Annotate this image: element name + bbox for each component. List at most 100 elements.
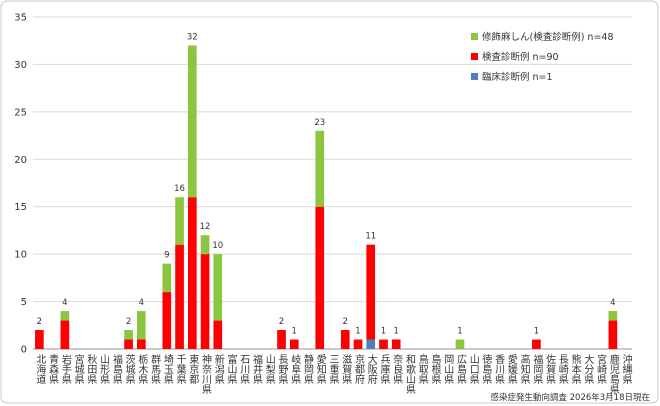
x-tick-label: 福岡県 [531,353,543,385]
total-label: 32 [187,32,198,42]
legend-label: 臨床診断例 n=1 [482,71,553,83]
x-tick-label: 高知県 [518,353,530,385]
total-label: 1 [457,327,462,337]
y-tick-label: 15 [14,202,27,213]
bar-segment [277,330,286,349]
x-tick-label: 長崎県 [556,354,568,385]
bar-segment [124,339,133,349]
bar-segment [213,254,223,321]
x-tick-label: 北海道 [34,354,46,384]
total-label: 2 [126,317,131,327]
total-label: 2 [37,317,42,327]
x-tick-label: 山梨県 [263,354,275,385]
x-tick-label: 大分県 [582,353,594,385]
x-tick-label: 愛媛県 [505,353,517,385]
x-tick-label: 兵庫県 [378,353,390,385]
source-note: 感染症発生動向調査 2026年3月18日現在 [490,392,650,403]
total-label: 10 [212,241,223,251]
total-label: 1 [381,327,386,337]
bar-segment [162,263,172,293]
x-tick-label: 滋賀県 [340,353,352,385]
total-label: 11 [365,232,376,242]
legend-label: 修飾麻しん(検査診断例) n=48 [482,31,614,43]
legend-label: 検査診断例 n=90 [482,51,559,63]
y-tick-label: 20 [14,155,27,166]
x-tick-label: 富山県 [225,353,237,385]
bar-segment [213,320,223,349]
bar-segment [608,320,618,349]
total-label: 9 [164,251,169,261]
bar-segment [60,311,70,321]
bar-segment [60,320,70,349]
x-tick-label: 千葉県 [174,354,186,385]
bar-segment [175,244,184,349]
total-label: 23 [314,118,325,128]
x-tick-label: 群馬県 [149,353,161,385]
x-tick-label: 茨城県 [123,353,135,385]
x-tick-label: 徳島県 [480,353,492,385]
y-tick-label: 0 [21,345,27,356]
x-tick-label: 沖縄県 [620,353,632,385]
x-tick-label: 石川県 [238,354,250,385]
total-label: 1 [534,327,539,337]
total-label: 4 [139,298,144,308]
x-tick-label: 福島県 [110,353,122,385]
x-tick-label: 秋田県 [85,353,97,385]
total-label: 1 [394,327,399,337]
x-tick-label: 新潟県 [212,353,224,385]
bar-segment [162,292,172,349]
x-tick-label: 熊本県 [569,353,581,385]
x-tick-label: 栃木県 [136,353,148,385]
total-label: 1 [292,327,297,337]
x-tick-label: 佐賀県 [544,354,556,385]
x-tick-label: 青森県 [47,353,59,385]
bar-segment [175,197,184,245]
bar-segment [315,206,325,349]
x-tick-label: 神奈川県 [200,353,212,395]
x-tick-label: 長野県 [276,354,288,385]
x-tick-label: 岡山県 [442,354,454,385]
x-tick-label: 埼玉県 [161,353,173,385]
x-tick-label: 鳥取県 [416,353,428,385]
legend-swatch [471,33,478,40]
bar-segment [532,339,541,349]
bar-segment [35,330,44,349]
total-label: 1 [355,327,360,337]
bar-segment [187,45,197,198]
total-label: 2 [279,317,284,327]
x-tick-label: 岩手県 [59,353,71,385]
bar-segment [200,254,210,349]
bar-segment [340,330,350,349]
x-tick-label: 奈良県 [391,353,403,385]
x-tick-label: 福井県 [251,353,263,385]
bar-segment [124,330,133,340]
x-tick-label: 愛知県 [314,353,326,385]
x-tick-label: 三重県 [327,354,339,385]
bar-segment [366,244,376,340]
x-tick-label: 東京都 [187,353,199,385]
x-tick-label: 山口県 [467,354,479,385]
total-label: 2 [343,317,348,327]
bar-segment [289,339,299,349]
x-tick-label: 和歌山県 [403,354,415,395]
x-tick-label: 広島県 [454,353,466,385]
bar-segment [455,339,465,349]
bar-segment [200,235,210,255]
bar-segment [187,197,197,349]
total-label: 4 [62,298,67,308]
x-tick-label: 京都府 [352,353,364,385]
x-tick-label: 香川県 [493,354,505,385]
bar-segment [608,311,618,321]
bar-segment [379,339,388,349]
y-tick-label: 25 [14,107,27,118]
legend-swatch [471,53,478,60]
bar-segment [366,339,376,349]
bar-segment [353,339,363,349]
legend-swatch [471,73,478,80]
y-tick-label: 10 [14,250,27,261]
bar-segment [136,339,146,349]
total-label: 4 [610,298,615,308]
x-tick-label: 山形県 [98,354,110,385]
